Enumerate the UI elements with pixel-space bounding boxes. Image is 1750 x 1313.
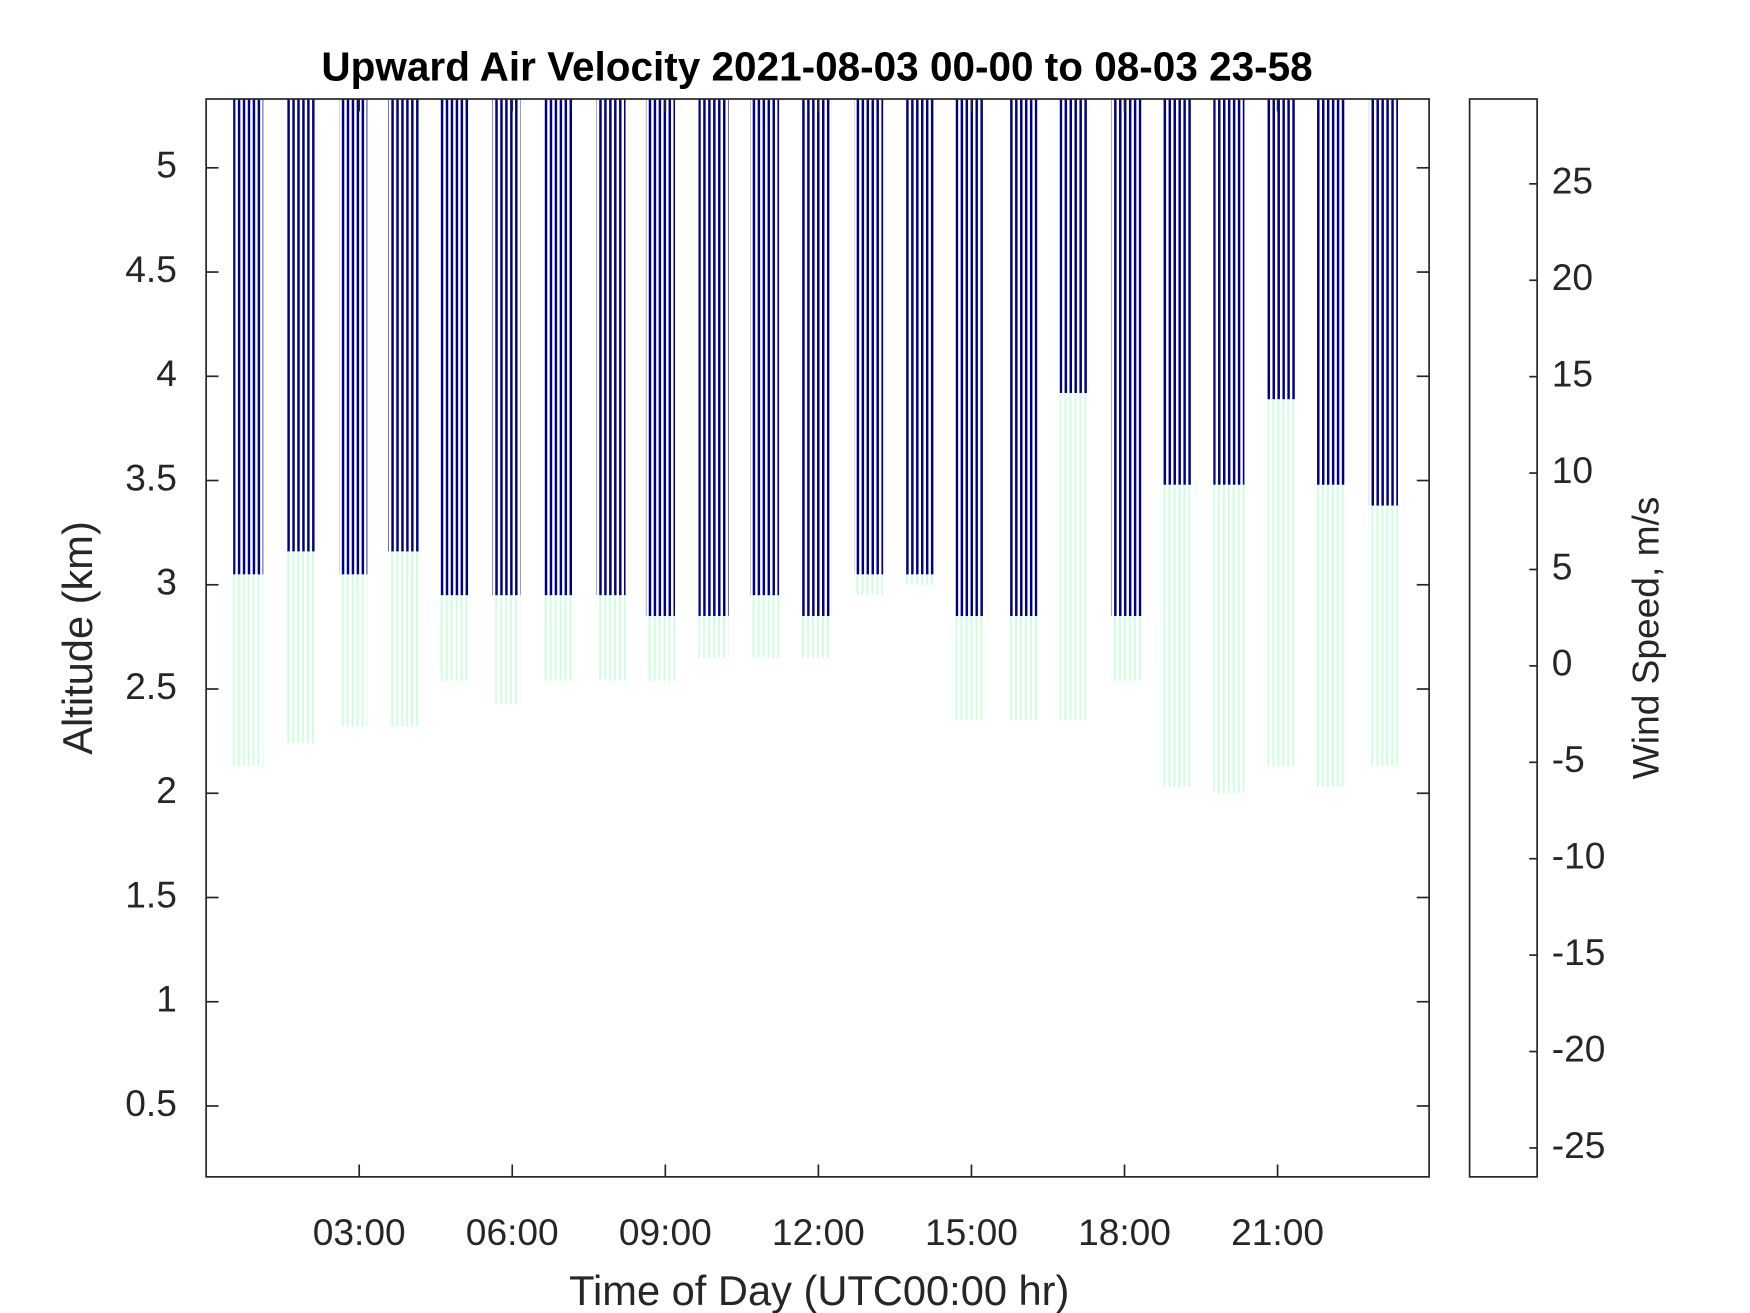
green-region: [854, 574, 884, 596]
y-tick-label: 4.5: [125, 248, 177, 290]
x-tick-label: 12:00: [772, 1211, 865, 1253]
dark-region: [596, 99, 626, 596]
y-tick-label: 3.5: [125, 456, 177, 498]
green-region: [1008, 616, 1038, 721]
dark-region: [492, 99, 521, 596]
colorbar-tick-label: 25: [1552, 160, 1593, 202]
dark-region: [645, 99, 676, 617]
green-region: [492, 595, 521, 704]
dark-region: [543, 99, 574, 596]
colorbar: [1468, 98, 1538, 1178]
x-tick-label: 21:00: [1231, 1211, 1324, 1253]
colorbar-tick-label: 10: [1552, 449, 1593, 491]
dark-region: [388, 99, 420, 552]
chart-title: Upward Air Velocity 2021-08-03 00-00 to …: [321, 43, 1312, 89]
dark-region: [904, 99, 935, 575]
y-tick-label: 2: [156, 769, 177, 811]
y-tick-label: 0.5: [125, 1082, 177, 1124]
green-region: [955, 616, 985, 721]
colorbar-tick-label: 15: [1552, 352, 1593, 394]
dark-region: [1059, 99, 1089, 393]
green-region: [904, 574, 935, 585]
dark-region: [1213, 99, 1245, 485]
green-region: [1368, 505, 1398, 767]
green-region: [1059, 392, 1089, 721]
dark-region: [339, 99, 368, 575]
dark-region: [955, 99, 985, 617]
green-region: [285, 551, 315, 744]
dark-region: [750, 99, 780, 596]
y-tick-label: 4: [156, 352, 177, 394]
colorbar-tick-label: 20: [1552, 256, 1593, 298]
green-region: [1111, 616, 1142, 681]
x-tick-label: 03:00: [313, 1211, 406, 1253]
dark-region: [1008, 99, 1038, 617]
dark-region: [1315, 99, 1347, 485]
dark-region: [439, 99, 471, 596]
x-tick-label: 15:00: [925, 1211, 1018, 1253]
y-tick-label: 5: [156, 144, 177, 186]
y-tick-label: 1: [156, 978, 177, 1020]
dark-region: [1162, 99, 1192, 485]
green-region: [645, 616, 676, 681]
colorbar-tick-label: 0: [1552, 642, 1573, 684]
green-region: [750, 595, 780, 658]
green-region: [596, 595, 626, 681]
green-region: [388, 551, 420, 727]
y-tick-label: 3: [156, 561, 177, 603]
dark-region: [698, 99, 729, 617]
y-tick-label: 2.5: [125, 665, 177, 707]
colorbar-tick-label: 5: [1552, 545, 1573, 587]
green-region: [1162, 484, 1192, 788]
green-region: [339, 574, 368, 727]
green-region: [1265, 399, 1296, 767]
colorbar-tick-label: -5: [1552, 738, 1585, 780]
colorbar-label: Wind Speed, m/s: [1624, 497, 1666, 780]
dark-region: [1368, 99, 1398, 506]
x-axis-label: Time of Day (UTC00:00 hr): [569, 1267, 1069, 1313]
dark-region: [233, 99, 264, 575]
x-tick-label: 06:00: [466, 1211, 559, 1253]
green-region: [439, 595, 471, 681]
green-region: [801, 616, 832, 658]
green-region: [1315, 484, 1347, 788]
green-region: [543, 595, 574, 681]
colorbar-tick-label: -15: [1552, 931, 1606, 973]
x-tick-label: 18:00: [1078, 1211, 1171, 1253]
dark-region: [1111, 99, 1142, 617]
colorbar-tick-label: -20: [1552, 1027, 1606, 1069]
dark-region: [285, 99, 315, 552]
dark-region: [801, 99, 832, 617]
colorbar-tick-label: -10: [1552, 835, 1606, 877]
dark-region: [1265, 99, 1296, 400]
y-tick-label: 1.5: [125, 873, 177, 915]
green-region: [233, 574, 264, 767]
x-tick-label: 09:00: [619, 1211, 712, 1253]
green-region: [698, 616, 729, 658]
colorbar-tick-label: -25: [1552, 1124, 1606, 1166]
y-axis-label: Altitude (km): [54, 521, 101, 755]
green-region: [1213, 484, 1245, 794]
dark-region: [854, 99, 884, 575]
